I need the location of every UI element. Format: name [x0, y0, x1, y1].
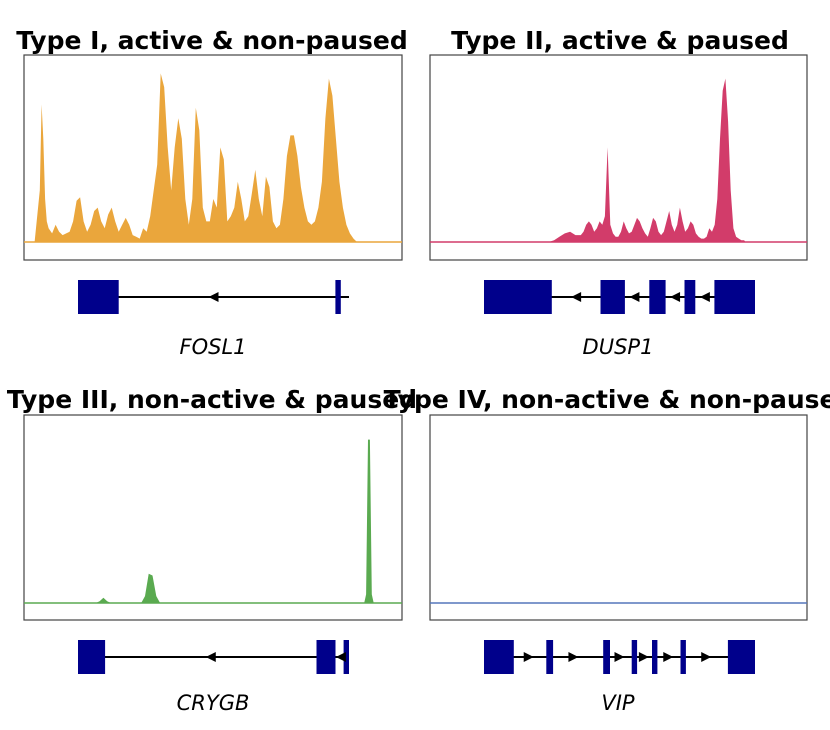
panel-title: Type II, active & paused	[451, 26, 789, 55]
track-frame	[23, 414, 403, 621]
gene-model	[484, 640, 755, 674]
exon-block	[546, 640, 554, 674]
signal-area	[24, 439, 402, 603]
strand-arrow	[638, 652, 649, 662]
gene-model	[78, 640, 349, 674]
signal-track	[430, 78, 807, 243]
gene-label: FOSL1	[180, 335, 247, 359]
strand-arrow	[663, 652, 674, 662]
exon-block	[335, 280, 341, 314]
exon-block	[484, 640, 514, 674]
strand-arrow	[335, 652, 346, 662]
exon-block	[484, 280, 552, 314]
track-frame	[429, 414, 808, 621]
panel-type-3: Type III, non-active & paused CRYGB	[7, 385, 417, 715]
exon-block	[631, 640, 638, 674]
panel-title: Type IV, non-active & non-paused	[384, 385, 830, 414]
strand-arrow	[629, 292, 640, 302]
panel-title: Type III, non-active & paused	[7, 385, 417, 414]
track-frame	[429, 54, 808, 261]
gene-label: DUSP1	[583, 335, 654, 359]
strand-arrow	[614, 652, 625, 662]
strand-arrow	[523, 652, 534, 662]
exon-block	[600, 280, 625, 314]
exon-block	[680, 640, 686, 674]
track-frame	[23, 54, 403, 261]
strand-arrow	[205, 652, 216, 662]
exon-block	[78, 640, 106, 674]
signal-area	[34, 73, 385, 243]
gene-label: VIP	[601, 691, 635, 715]
panel-type-4: Type IV, non-active & non-paused VIP	[384, 385, 830, 715]
gene-model	[484, 280, 755, 314]
exon-block	[684, 280, 696, 314]
exon-block	[78, 280, 119, 314]
strand-arrow	[571, 292, 582, 302]
panel-type-1: Type I, active & non-paused FOSL1	[16, 26, 408, 359]
panel-type-2: Type II, active & paused DUSP1	[429, 26, 808, 359]
exon-block	[714, 280, 755, 314]
exon-block	[727, 640, 755, 674]
gene-model	[78, 280, 349, 314]
exon-block	[603, 640, 610, 674]
exon-block	[652, 640, 658, 674]
exon-block	[649, 280, 666, 314]
strand-arrow	[208, 292, 219, 302]
strand-arrow	[699, 292, 710, 302]
panel-title: Type I, active & non-paused	[16, 26, 408, 55]
exon-block	[343, 640, 349, 674]
exon-block	[316, 640, 336, 674]
signal-track	[24, 73, 402, 243]
strand-arrow	[568, 652, 579, 662]
signal-area	[497, 78, 766, 242]
strand-arrow	[701, 652, 712, 662]
signal-track	[24, 439, 402, 604]
strand-arrow	[670, 292, 681, 302]
gene-label: CRYGB	[177, 691, 250, 715]
